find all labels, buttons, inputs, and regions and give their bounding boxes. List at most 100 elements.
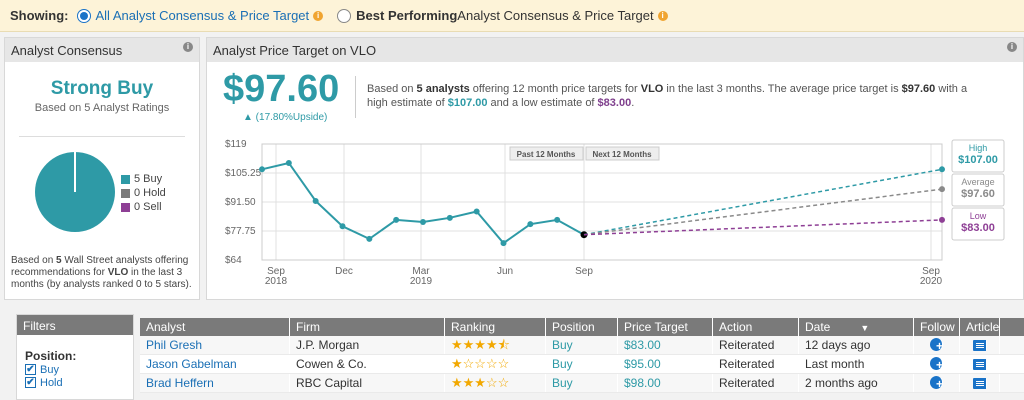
- action-value: Reiterated: [713, 336, 799, 354]
- history-point: [473, 208, 480, 215]
- article-cell: [960, 374, 1000, 392]
- price-target-value: $95.00: [618, 355, 713, 373]
- target-value-label: $97.60: [961, 188, 995, 200]
- table-row: Brad Heffern RBC Capital ★★★☆☆ Buy $98.00 Rei…: [140, 374, 1024, 393]
- average-price-target: $97.60: [223, 68, 340, 110]
- info-icon[interactable]: i: [1007, 42, 1017, 52]
- article-icon[interactable]: [972, 340, 987, 351]
- history-point: [312, 197, 319, 204]
- filter-buy[interactable]: ✔ Buy: [25, 363, 59, 376]
- firm-name: Cowen & Co.: [290, 355, 445, 373]
- ranking-stars-icon: ★☆☆☆☆: [445, 355, 546, 373]
- x-tick-year: 2019: [410, 276, 433, 287]
- upside-percent: ▲ (17.80%Upside): [243, 112, 328, 123]
- panel-header: Analyst Price Target on VLO i: [207, 38, 1023, 62]
- follow-plus-icon[interactable]: +: [930, 338, 943, 351]
- col-action[interactable]: Action: [713, 318, 799, 336]
- analyst-name[interactable]: Jason Gabelman: [140, 355, 290, 373]
- target-point: [939, 216, 945, 223]
- legend-item-sell: 0 Sell: [121, 200, 166, 214]
- col-analyst[interactable]: Analyst: [140, 318, 290, 336]
- position-value: Buy: [546, 374, 618, 392]
- history-point: [420, 219, 426, 226]
- col-firm[interactable]: Firm: [290, 318, 445, 336]
- y-tick-label: $77.75: [225, 226, 256, 237]
- legend-item-buy: 5 Buy: [121, 172, 166, 186]
- consensus-based-on: Based on 5 Analyst Ratings: [34, 102, 170, 114]
- showing-bar: Showing: All Analyst Consensus & Price T…: [0, 0, 1024, 32]
- consensus-pie-chart: [35, 152, 115, 232]
- consensus-title: Analyst Consensus: [11, 43, 123, 58]
- radio-selected-icon[interactable]: [76, 8, 91, 23]
- divider: [355, 76, 356, 118]
- col-price-target[interactable]: Price Target: [618, 318, 713, 336]
- filters-panel: Filters Position: ✔ Buy ✔ Hold: [16, 314, 134, 400]
- position-value: Buy: [546, 355, 618, 373]
- col-ranking[interactable]: Ranking: [445, 318, 546, 336]
- radio-unselected-icon[interactable]: [337, 8, 352, 23]
- target-projection-line: [583, 168, 943, 236]
- follow-plus-icon[interactable]: +: [930, 376, 943, 389]
- position-label: Position:: [25, 349, 77, 363]
- position-value: Buy: [546, 336, 618, 354]
- plot-border: [261, 143, 943, 261]
- price-target-value: $98.00: [618, 374, 713, 392]
- next-label-box: [585, 146, 660, 161]
- past-12-months-label: Past 12 Months: [517, 150, 576, 159]
- legend-item-hold: 0 Hold: [121, 186, 166, 200]
- history-point: [500, 240, 507, 247]
- x-tick-label: Sep: [922, 266, 940, 277]
- col-position[interactable]: Position: [546, 318, 618, 336]
- table-row: Jason Gabelman Cowen & Co. ★☆☆☆☆ Buy $95.00 R…: [140, 355, 1024, 374]
- article-icon[interactable]: [972, 359, 987, 370]
- history-point: [527, 221, 534, 228]
- history-point: [393, 216, 400, 223]
- price-target-title: Analyst Price Target on VLO: [213, 43, 377, 58]
- price-target-description: Based on 5 analysts offering 12 month pr…: [367, 83, 968, 109]
- info-icon[interactable]: i: [313, 10, 324, 21]
- ranking-stars-icon: ★★★★⯪: [445, 336, 546, 354]
- sort-desc-icon[interactable]: ▼: [860, 323, 870, 333]
- follow-plus-icon[interactable]: +: [930, 357, 943, 370]
- target-point: [939, 166, 945, 173]
- price-target-panel: Analyst Price Target on VLO i $97.60 ▲ (…: [206, 37, 1024, 300]
- info-icon[interactable]: i: [183, 42, 193, 52]
- next-12-months-label: Next 12 Months: [592, 150, 652, 159]
- showing-label: Showing:: [10, 8, 69, 23]
- article-icon[interactable]: [972, 378, 987, 389]
- consensus-rating: Strong Buy: [50, 78, 154, 99]
- article-cell: [960, 355, 1000, 373]
- price-target-value: $83.00: [618, 336, 713, 354]
- table-row: Phil Gresh J.P. Morgan ★★★★⯪ Buy $83.00 Reite…: [140, 336, 1024, 355]
- firm-name: J.P. Morgan: [290, 336, 445, 354]
- target-projection-line: [583, 219, 943, 236]
- option-best-performing[interactable]: Best Performing Analyst Consensus & Pric…: [337, 8, 668, 23]
- analyst-name[interactable]: Brad Heffern: [140, 374, 290, 392]
- checkbox-checked-icon[interactable]: ✔: [25, 377, 36, 388]
- action-value: Reiterated: [713, 374, 799, 392]
- analyst-table: Analyst Firm Ranking Position Price Targ…: [140, 318, 1024, 393]
- target-projection-line: [583, 188, 943, 236]
- info-icon[interactable]: i: [657, 10, 668, 21]
- col-article: Article: [960, 318, 1000, 336]
- y-tick-label: $105.25: [225, 168, 262, 179]
- x-tick-label: Dec: [335, 266, 353, 277]
- action-value: Reiterated: [713, 355, 799, 373]
- divider: [19, 136, 185, 137]
- checkbox-checked-icon[interactable]: ✔: [25, 364, 36, 375]
- analyst-name[interactable]: Phil Gresh: [140, 336, 290, 354]
- option-all-analysts[interactable]: All Analyst Consensus & Price Target i: [76, 8, 324, 23]
- filters-header: Filters: [17, 315, 133, 335]
- firm-name: RBC Capital: [290, 374, 445, 392]
- x-tick-label: Sep: [267, 266, 285, 277]
- col-date[interactable]: Date ▼: [799, 318, 914, 336]
- option-all-label: All Analyst Consensus & Price Target: [95, 8, 310, 23]
- panel-header: Analyst Consensus i: [5, 38, 199, 62]
- target-name-label: Average: [961, 177, 994, 187]
- filter-hold[interactable]: ✔ Hold: [25, 376, 63, 389]
- past-label-box: [509, 146, 584, 161]
- follow-cell: +: [914, 355, 960, 373]
- target-name-label: High: [969, 143, 988, 153]
- pie-legend: 5 Buy 0 Hold 0 Sell: [121, 172, 166, 214]
